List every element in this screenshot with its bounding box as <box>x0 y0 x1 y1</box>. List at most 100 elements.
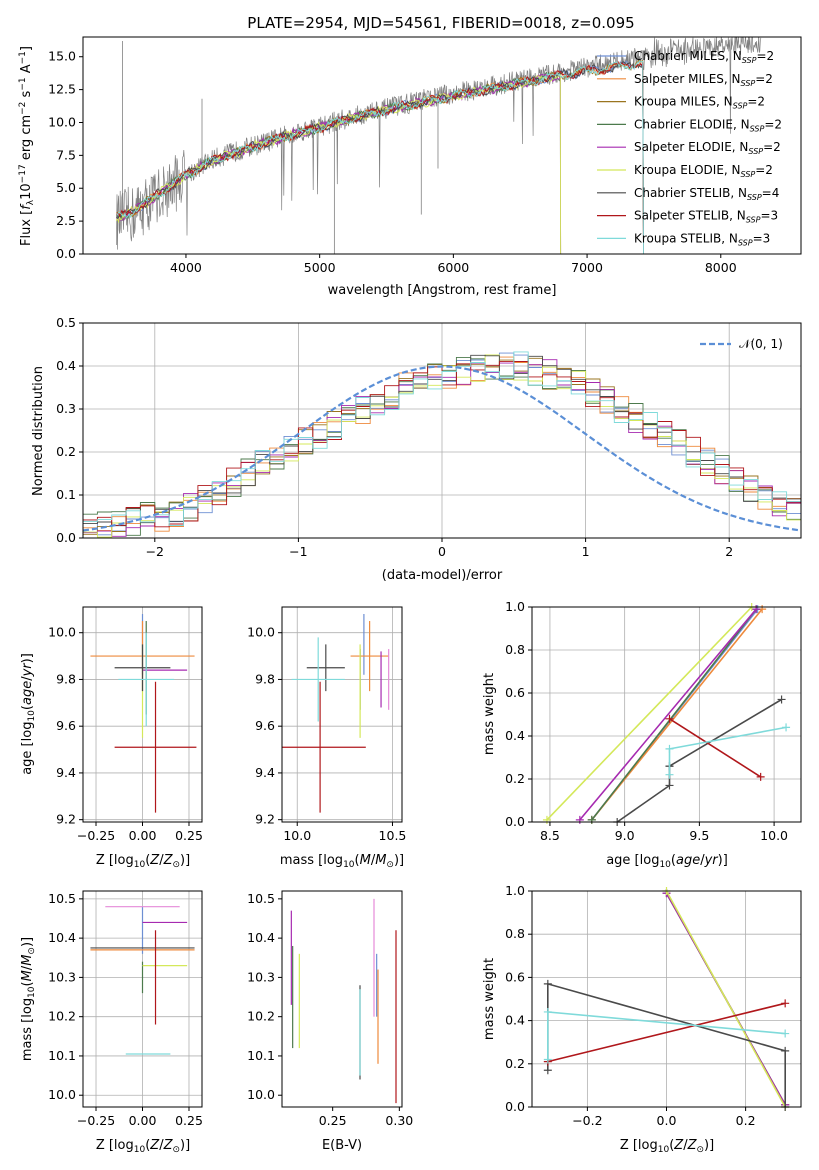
mass-weight-vs-metallicity-panel: −0.2 0.0 0.2 0.0 0.2 0.4 0.6 0.8 1.0 Z [log10(Z/… <box>482 883 802 1155</box>
y-tick-label: 10.0 <box>247 1087 275 1102</box>
chart-title: PLATE=2954, MJD=54561, FIBERID=0018, z=0… <box>247 14 634 32</box>
legend-entry-label: Kroupa MILES, NSSP=2 <box>634 95 765 111</box>
x-tick-label: 2 <box>725 544 733 559</box>
plus-marker <box>665 770 674 779</box>
plus-marker <box>543 1066 552 1075</box>
plus-marker <box>781 1046 790 1055</box>
x-tick-label: 0.2 <box>736 1113 756 1128</box>
x-tick-label: 8.5 <box>540 828 560 843</box>
y-tick-label: 10.1 <box>48 1048 76 1063</box>
x-tick-label: 10.5 <box>379 828 407 843</box>
y-tick-label: 10.0 <box>48 114 76 129</box>
weight-line <box>665 890 786 1108</box>
x-tick-label: −0.2 <box>572 1113 602 1128</box>
plus-marker <box>543 979 552 988</box>
y-tick-label: 10.0 <box>48 1087 76 1102</box>
y-tick-label: 0.1 <box>56 487 76 502</box>
spectrum-data <box>115 37 762 254</box>
y-tick-label: 9.4 <box>56 765 76 780</box>
histogram-step-line <box>83 357 801 535</box>
y-tick-label: 0.0 <box>56 530 76 545</box>
legend-entry-label: Chabrier MILES, NSSP=2 <box>634 49 774 65</box>
y-tick-label: 7.5 <box>56 147 76 162</box>
age-vs-metallicity-panel: −0.25 0.00 0.25 9.2 9.4 9.6 9.8 10.0 Z [log10(Z… <box>20 606 203 870</box>
x-tick-label: −2 <box>146 544 164 559</box>
legend-entry-label: Salpeter ELODIE, NSSP=2 <box>634 140 781 156</box>
y-tick-label: 0.8 <box>505 926 525 941</box>
y-tick-label: 1.0 <box>505 883 525 898</box>
spectrum-x-axis-label: wavelength [Angstrom, rest frame] <box>328 283 557 298</box>
y-tick-label: 0.0 <box>505 814 525 829</box>
plus-marker <box>777 695 786 704</box>
spectrum-y-axis-label: Flux [fλ10−17 erg cm−2 s−1 A−1] <box>18 46 36 246</box>
y-tick-label: 0.5 <box>56 315 76 330</box>
legend-entry-label: Chabrier ELODIE, NSSP=2 <box>634 117 782 133</box>
x-tick-label: 9.0 <box>615 828 635 843</box>
y-tick-label: 9.4 <box>255 765 275 780</box>
weight-line <box>547 1002 786 1063</box>
y-tick-label: 10.2 <box>247 1009 275 1024</box>
p4-y-axis-label: mass weight <box>482 673 497 755</box>
y-tick-label: 0.0 <box>505 1099 525 1114</box>
p4-x-axis-label: age [log10(age/yr)] <box>606 853 728 870</box>
model-spectrum-line <box>116 60 644 254</box>
y-tick-label: 0.0 <box>56 246 76 261</box>
x-tick-label: −1 <box>289 544 307 559</box>
y-tick-label: 15.0 <box>48 49 76 64</box>
y-tick-label: 10.1 <box>247 1048 275 1063</box>
plus-marker <box>665 781 674 790</box>
y-tick-label: 10.3 <box>247 969 275 984</box>
mass-vs-extinction-panel: 0.25 0.30 10.0 10.1 10.2 10.3 10.4 10.5 E(B-V) <box>247 890 413 1153</box>
histogram-step-line <box>83 352 801 536</box>
weight-line <box>591 608 757 821</box>
weight-line <box>546 606 753 821</box>
legend-entry-label: Kroupa STELIB, NSSP=3 <box>634 231 770 247</box>
weight-line <box>579 608 757 821</box>
y-tick-label: 0.6 <box>505 969 525 984</box>
y-tick-label: 0.2 <box>505 771 525 786</box>
histogram-step-line <box>83 356 801 536</box>
x-tick-label: 6000 <box>437 260 469 275</box>
y-tick-label: 9.8 <box>255 671 275 686</box>
plus-marker <box>781 999 790 1008</box>
model-spectrum-line <box>115 60 644 254</box>
x-tick-label: 0.00 <box>129 1113 157 1128</box>
y-tick-label: 0.4 <box>505 1013 525 1028</box>
y-tick-label: 10.2 <box>48 1009 76 1024</box>
y-tick-label: 9.2 <box>255 812 275 827</box>
weight-line <box>669 718 762 778</box>
p5-y-axis-label: mass [log10(M/M⊙)] <box>20 937 37 1061</box>
x-tick-label: 9.5 <box>689 828 709 843</box>
mass-weight-vs-age-panel: 8.5 9.0 9.5 10.0 0.0 0.2 0.4 0.6 0.8 1.0 age [log… <box>482 599 802 870</box>
y-tick-label: 9.6 <box>56 718 76 733</box>
x-tick-label: −0.25 <box>77 828 115 843</box>
y-tick-label: 0.8 <box>505 642 525 657</box>
histogram-step-line <box>83 354 801 538</box>
residual-histogram-panel: −2 −1 0 1 2 0.0 0.1 0.2 0.3 0.4 0.5 (data-model)/e… <box>31 315 802 583</box>
plus-marker <box>782 723 791 732</box>
y-tick-label: 0.4 <box>56 358 76 373</box>
y-tick-label: 5.0 <box>56 180 76 195</box>
p2-x-axis-label: Z [log10(Z/Z⊙)] <box>96 853 190 870</box>
plus-marker <box>752 605 761 614</box>
p3-x-axis-label: mass [log10(M/M⊙)] <box>280 853 404 870</box>
x-tick-label: 1 <box>582 544 590 559</box>
gaussian-curve <box>83 365 801 532</box>
y-tick-label: 0.2 <box>56 444 76 459</box>
x-tick-label: 10.0 <box>283 828 311 843</box>
x-tick-label: 0.30 <box>385 1113 413 1128</box>
x-tick-label: 0.25 <box>175 1113 203 1128</box>
p5-x-axis-label: Z [log10(Z/Z⊙)] <box>96 1138 190 1155</box>
plus-marker <box>542 815 551 824</box>
legend-entry-label: Kroupa ELODIE, NSSP=2 <box>634 163 773 179</box>
p7-x-axis-label: Z [log10(Z/Z⊙)] <box>620 1138 714 1155</box>
plus-marker <box>575 815 584 824</box>
histogram-y-axis-label: Normed distribution <box>31 366 46 496</box>
y-tick-label: 10.5 <box>247 891 275 906</box>
x-tick-label: 0.25 <box>175 828 203 843</box>
plus-marker <box>587 815 596 824</box>
y-tick-label: 9.8 <box>56 671 76 686</box>
histogram-data <box>83 351 801 538</box>
spectrum-legend: Chabrier MILES, NSSP=2 Salpeter MILES, NS… <box>597 49 782 247</box>
y-tick-label: 0.2 <box>505 1056 525 1071</box>
